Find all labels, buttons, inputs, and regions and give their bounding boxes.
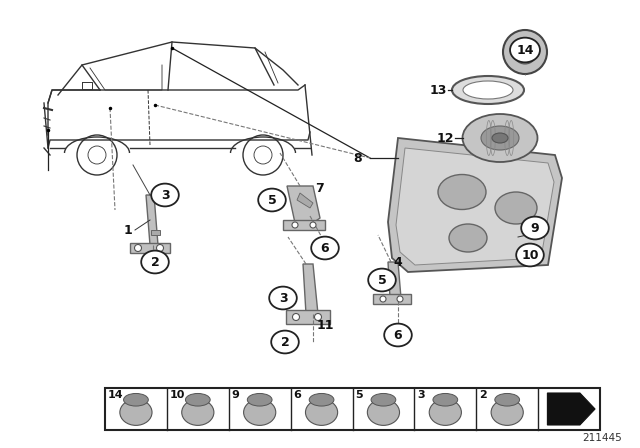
Ellipse shape <box>120 399 152 426</box>
Text: 2: 2 <box>150 255 159 268</box>
Polygon shape <box>388 138 562 272</box>
Ellipse shape <box>492 133 508 143</box>
Ellipse shape <box>463 81 513 99</box>
Polygon shape <box>151 230 160 235</box>
Text: 7: 7 <box>316 181 324 194</box>
Text: 8: 8 <box>354 151 362 164</box>
Text: 2: 2 <box>479 390 487 400</box>
Text: 6: 6 <box>294 390 301 400</box>
Polygon shape <box>297 193 313 208</box>
Text: 4: 4 <box>394 255 403 268</box>
Text: 11: 11 <box>316 319 333 332</box>
Text: 5: 5 <box>355 390 363 400</box>
Text: 5: 5 <box>378 273 387 287</box>
Ellipse shape <box>495 192 537 224</box>
Ellipse shape <box>244 399 276 426</box>
Text: 211445: 211445 <box>582 433 622 443</box>
Text: 9: 9 <box>531 221 540 234</box>
Polygon shape <box>547 393 595 425</box>
Text: 3: 3 <box>161 189 170 202</box>
Ellipse shape <box>384 323 412 346</box>
Circle shape <box>310 222 316 228</box>
Circle shape <box>292 314 300 320</box>
Ellipse shape <box>305 399 338 426</box>
Ellipse shape <box>309 393 334 406</box>
Ellipse shape <box>521 216 548 239</box>
Text: 1: 1 <box>124 224 132 237</box>
Circle shape <box>157 245 163 251</box>
Ellipse shape <box>141 250 169 273</box>
Text: 3: 3 <box>417 390 425 400</box>
Text: 9: 9 <box>232 390 239 400</box>
Text: 5: 5 <box>268 194 276 207</box>
Ellipse shape <box>495 393 520 406</box>
Ellipse shape <box>371 393 396 406</box>
Polygon shape <box>283 220 325 230</box>
Text: 6: 6 <box>321 241 330 254</box>
Polygon shape <box>396 148 554 265</box>
Circle shape <box>134 245 141 251</box>
Polygon shape <box>373 294 411 304</box>
Bar <box>105 388 600 430</box>
Text: 3: 3 <box>278 292 287 305</box>
Circle shape <box>520 47 530 57</box>
Polygon shape <box>130 243 170 253</box>
Ellipse shape <box>429 399 461 426</box>
Text: 14: 14 <box>516 43 534 56</box>
Polygon shape <box>303 264 318 314</box>
Ellipse shape <box>463 114 538 162</box>
Ellipse shape <box>182 399 214 426</box>
Ellipse shape <box>438 175 486 210</box>
Ellipse shape <box>368 269 396 291</box>
Ellipse shape <box>481 126 519 150</box>
Polygon shape <box>388 262 401 298</box>
Ellipse shape <box>247 393 272 406</box>
Circle shape <box>380 296 386 302</box>
Text: 6: 6 <box>394 328 403 341</box>
Polygon shape <box>146 195 158 245</box>
Circle shape <box>397 296 403 302</box>
Text: 12: 12 <box>436 132 454 145</box>
Ellipse shape <box>271 331 299 353</box>
Circle shape <box>314 314 321 320</box>
Circle shape <box>503 30 547 74</box>
Text: 14: 14 <box>108 390 124 400</box>
Polygon shape <box>286 310 330 324</box>
Ellipse shape <box>516 244 544 267</box>
Ellipse shape <box>449 224 487 252</box>
Text: 2: 2 <box>280 336 289 349</box>
Ellipse shape <box>491 399 524 426</box>
Ellipse shape <box>452 76 524 104</box>
Text: 10: 10 <box>170 390 185 400</box>
Ellipse shape <box>258 189 286 211</box>
Polygon shape <box>287 186 320 223</box>
Ellipse shape <box>186 393 210 406</box>
Ellipse shape <box>367 399 399 426</box>
Text: 10: 10 <box>521 249 539 262</box>
Circle shape <box>292 222 298 228</box>
Ellipse shape <box>311 237 339 259</box>
Text: 13: 13 <box>429 83 447 96</box>
Circle shape <box>513 40 537 64</box>
Ellipse shape <box>269 287 297 310</box>
Ellipse shape <box>510 38 540 62</box>
Ellipse shape <box>124 393 148 406</box>
Ellipse shape <box>433 393 458 406</box>
Ellipse shape <box>151 184 179 207</box>
